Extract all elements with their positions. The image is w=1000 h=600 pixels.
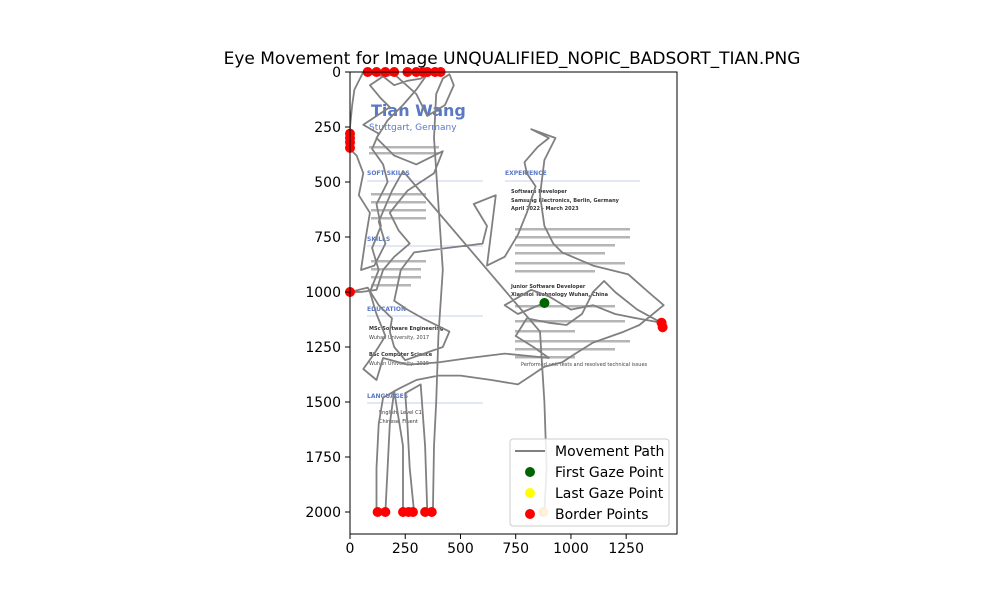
resume-filler-line [515, 252, 605, 255]
resume-filler-line [515, 348, 615, 351]
y-tick-label: 2000 [305, 505, 341, 521]
y-tick-label: 250 [314, 120, 341, 136]
border-point [407, 507, 418, 517]
y-axis: 0 250 500 750 1000 1250 1500 1750 2000 [305, 65, 350, 521]
resume-filler-line [371, 209, 426, 212]
resume-filler-line [371, 193, 426, 196]
x-axis: 0 250 500 750 1000 1250 [346, 534, 644, 557]
x-tick-label: 250 [392, 541, 419, 557]
y-tick-label: 0 [332, 65, 341, 81]
resume-filler-line [369, 146, 439, 149]
y-tick-label: 750 [314, 230, 341, 246]
resume-line: Xiaomoi Technology Wuhan, China [511, 292, 608, 298]
resume-filler-line [515, 262, 625, 265]
resume-filler-line [515, 270, 595, 273]
resume-filler-line [371, 284, 411, 287]
legend-frame [509, 438, 670, 527]
legend-label-border: Border Points [555, 507, 648, 523]
y-tick-label: 500 [314, 175, 341, 191]
legend-border-swatch [525, 509, 535, 519]
y-tick-label: 1250 [305, 340, 341, 356]
resume-filler-line [515, 228, 630, 231]
resume-filler-line [515, 236, 630, 239]
section-soft-skills: SOFT SKILLS [367, 170, 410, 177]
resume-location: Stuttgart, Germany [369, 123, 457, 133]
resume-filler-line [371, 276, 421, 279]
resume-line: Performed unit tests and resolved techni… [521, 362, 648, 368]
border-point [657, 322, 668, 333]
legend: Movement Path First Gaze Point Last Gaze… [509, 438, 670, 527]
resume-filler-line [371, 260, 426, 263]
resume-line: MSc Software Engineering [369, 326, 444, 332]
x-tick-label: 750 [502, 541, 529, 557]
y-tick-label: 1500 [305, 395, 341, 411]
chart-title: Eye Movement for Image UNQUALIFIED_NOPIC… [224, 49, 801, 69]
resume-filler-line [371, 268, 421, 271]
resume-line: Software Developer [511, 189, 568, 195]
resume-filler-line [515, 244, 615, 247]
border-point [372, 507, 383, 517]
border-point [380, 507, 391, 517]
section-education: EDUCATION [367, 306, 406, 313]
movement-path-line [350, 72, 665, 513]
legend-label-path: Movement Path [555, 444, 664, 460]
y-tick-label: 1750 [305, 450, 341, 466]
plot-frame [349, 71, 678, 535]
resume-line: Junior Software Developer [510, 284, 586, 290]
gaze-markers-layer [345, 67, 668, 517]
resume-filler-line [515, 320, 625, 323]
movement-path-layer [350, 72, 665, 513]
section-languages: LANGUAGES [367, 393, 408, 400]
resume-filler-line [515, 330, 575, 333]
x-tick-label: 1250 [608, 541, 644, 557]
first-gaze-point [539, 298, 550, 308]
x-tick-label: 500 [447, 541, 474, 557]
y-tick-label: 1000 [305, 285, 341, 301]
resume-line: Wuhan University, 2015 [369, 361, 429, 367]
section-experience: EXPERIENCE [505, 170, 547, 177]
resume-line: April 2022 - March 2023 [511, 206, 579, 212]
resume-filler-line [515, 340, 630, 343]
x-tick-label: 0 [346, 541, 355, 557]
resume-line: English: Level C1 [379, 410, 422, 416]
border-point [426, 507, 437, 517]
legend-label-first: First Gaze Point [555, 465, 664, 481]
legend-label-last: Last Gaze Point [555, 486, 664, 502]
legend-last-gaze-swatch [525, 488, 535, 498]
resume-line: Samsung Electronics, Berlin, Germany [511, 198, 620, 204]
legend-first-gaze-swatch [525, 467, 535, 477]
x-tick-label: 1000 [553, 541, 589, 557]
resume-filler-line [371, 217, 426, 220]
section-skills: SKILLS [367, 236, 390, 243]
resume-filler-line [369, 152, 439, 155]
resume-line: Wuhan University, 2017 [369, 335, 429, 341]
